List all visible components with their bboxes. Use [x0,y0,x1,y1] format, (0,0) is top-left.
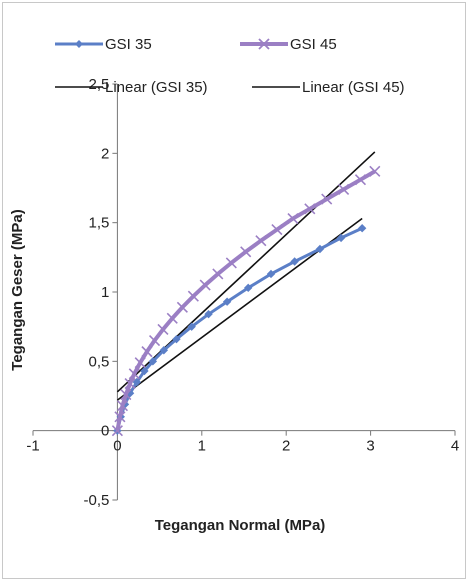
legend-marker-gsi-45 [258,38,270,50]
x-axis-title: Tegangan Normal (MPa) [155,517,326,534]
data-point-gsi-45 [134,357,146,369]
data-point-gsi-35 [357,224,367,233]
data-point-gsi-35 [132,377,142,387]
data-point-gsi-45 [111,425,123,437]
data-point-gsi-45 [141,346,153,358]
y-tick-label: 2,5 [89,76,110,93]
data-point-gsi-45 [338,183,350,195]
data-point-gsi-35 [244,283,253,293]
data-point-gsi-45 [304,203,316,215]
data-point-gsi-45 [240,246,252,258]
data-point-gsi-45 [187,290,199,302]
legend-label-gsi-35: GSI 35 [105,36,152,53]
trendlines [116,151,376,401]
data-point-gsi-45 [166,312,178,324]
y-tick-label: 0,5 [89,353,110,370]
y-tick-label: 2 [101,145,109,162]
x-tick-label: 1 [198,438,206,455]
legend-label-linear-gsi-45: Linear (GSI 45) [302,79,405,96]
data-point-gsi-45 [120,389,132,401]
y-tick-label: 1 [101,284,109,301]
data-point-gsi-45 [321,193,333,205]
data-point-gsi-45 [114,411,126,423]
trendline-gsi-45 [116,151,376,393]
x-tick-label: 0 [113,438,121,455]
data-point-gsi-35 [148,357,158,366]
data-point-gsi-45 [287,212,299,225]
data-point-gsi-45 [157,323,169,336]
legend-label-gsi-45: GSI 45 [290,36,337,53]
data-point-gsi-45 [212,268,224,280]
data-point-gsi-45 [124,377,136,390]
data-point-gsi-35 [290,257,299,266]
data-point-gsi-35 [315,244,325,254]
data-point-gsi-35 [336,233,346,243]
data-point-gsi-45 [354,174,367,186]
legend-marker-gsi-35 [75,40,83,48]
x-tick-label: 3 [366,438,374,455]
data-point-gsi-45 [199,279,211,291]
data-series [111,165,381,437]
data-point-gsi-45 [255,235,267,247]
data-point-gsi-45 [176,301,188,313]
data-point-gsi-35 [187,322,196,331]
data-point-gsi-35 [222,297,232,306]
data-point-gsi-45 [271,224,283,236]
y-tick-label: -0,5 [84,492,110,509]
data-point-gsi-35 [204,309,213,319]
y-tick-label: 0 [101,423,109,440]
data-point-gsi-45 [148,334,161,347]
data-point-gsi-45 [128,368,140,380]
legend-label-linear-gsi-35: Linear (GSI 35) [105,79,208,96]
legend: GSI 35 GSI 45 Linear (GSI 35) Linear (GSI 4… [55,36,405,96]
data-point-gsi-35 [159,346,169,355]
chart-frame [2,2,466,579]
data-point-gsi-45 [369,165,381,177]
series-line-gsi-45 [115,169,376,432]
y-tick-label: 1,5 [89,215,110,232]
y-axis-title: Tegangan Geser (MPa) [9,209,26,370]
data-point-gsi-45 [116,400,129,412]
data-point-gsi-35 [266,269,276,279]
x-tick-label: -1 [26,438,39,455]
data-point-gsi-35 [172,334,181,344]
data-point-gsi-35 [140,366,149,376]
x-tick-label: 4 [451,438,459,455]
x-tick-label: 2 [282,438,290,455]
data-point-gsi-45 [225,257,237,269]
